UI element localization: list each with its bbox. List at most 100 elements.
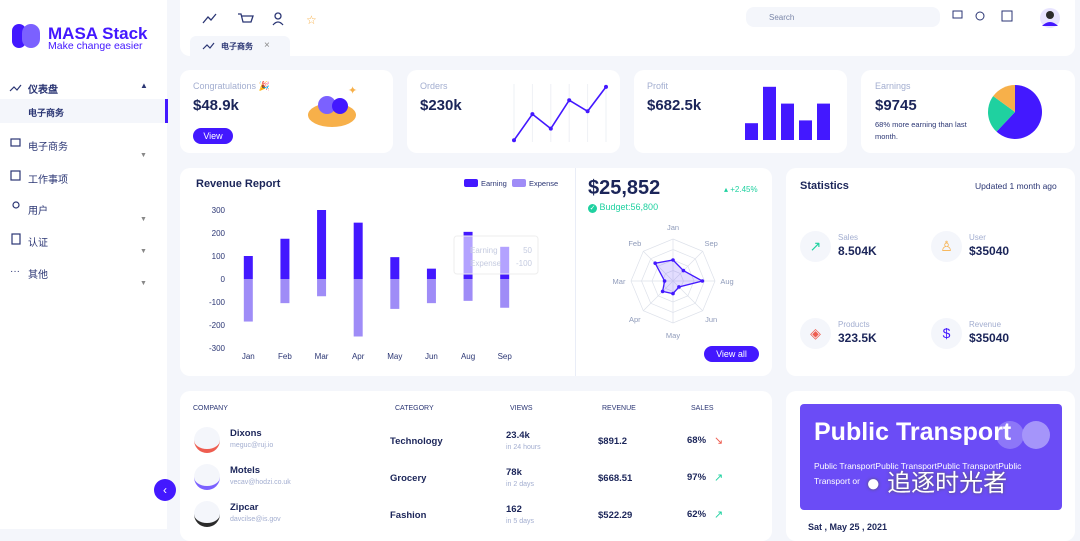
menu-item[interactable]: 工作事项 bbox=[28, 175, 68, 186]
search-placeholder: Search bbox=[769, 13, 795, 22]
logo-title: MASA Stack bbox=[48, 24, 148, 43]
category: Grocery bbox=[390, 473, 427, 484]
promo-title: Public Transport bbox=[814, 418, 1012, 446]
card-note: 68% more earning than last month. bbox=[875, 120, 967, 141]
change-value: +2.45% bbox=[730, 185, 758, 194]
table-header: COMPANY bbox=[193, 405, 228, 412]
stat-value: $35040 bbox=[969, 244, 1010, 258]
category: Fashion bbox=[390, 510, 427, 521]
view-all-button[interactable]: View all bbox=[704, 346, 759, 362]
updated: Updated 1 month ago bbox=[975, 181, 1057, 191]
sales: 62% bbox=[687, 509, 707, 520]
trend-icon: ↗ bbox=[714, 472, 724, 484]
watermark: ● 追逐时光者 bbox=[866, 470, 1008, 497]
tab-icon bbox=[202, 42, 215, 50]
stat-label: User bbox=[969, 233, 986, 242]
revenue: $668.51 bbox=[598, 473, 633, 484]
stat-value: $35040 bbox=[969, 331, 1010, 345]
card-value: $682.5k bbox=[647, 97, 702, 114]
search-box[interactable] bbox=[746, 7, 940, 27]
trend-icon: ↘ bbox=[714, 435, 724, 447]
logo-subtitle: Make change easier bbox=[48, 40, 143, 52]
promo-text: Public TransportPublic TransportPublic T… bbox=[814, 461, 1022, 486]
table-header: VIEWS bbox=[510, 405, 533, 412]
watermark-text: 追逐时光者 bbox=[887, 470, 1008, 497]
card-title: Orders bbox=[420, 81, 448, 91]
menu-item[interactable]: 仪表盘 bbox=[28, 85, 58, 96]
avatar bbox=[194, 501, 220, 527]
change: ▴ +2.45% bbox=[724, 185, 758, 194]
views: 162 bbox=[506, 504, 522, 515]
table-header: REVENUE bbox=[602, 405, 636, 412]
budget-line: ✓ Budget:56,800 bbox=[588, 202, 659, 213]
views: 23.4k bbox=[506, 430, 530, 441]
avatar bbox=[194, 427, 220, 453]
stat-label: Sales bbox=[838, 233, 859, 242]
stat-icon: ◈ bbox=[800, 318, 831, 349]
stat-value: 323.5K bbox=[838, 331, 877, 345]
logo-icon bbox=[12, 24, 40, 48]
table-header: SALES bbox=[691, 405, 714, 412]
card-title: Statistics bbox=[800, 180, 849, 192]
card-title: Revenue Report bbox=[196, 178, 281, 190]
stat-value: 8.504K bbox=[838, 244, 877, 258]
stat-label: Revenue bbox=[969, 320, 1002, 329]
sales: 68% bbox=[687, 435, 707, 446]
stat-label: Products bbox=[838, 320, 870, 329]
category: Technology bbox=[390, 436, 443, 447]
promo-date: Sat , May 25 , 2021 bbox=[808, 522, 888, 532]
right-icons[interactable] bbox=[950, 8, 1070, 32]
carets: ▼ ▼ ▼ ▼ bbox=[140, 152, 147, 287]
svg-text:✦: ✦ bbox=[348, 85, 357, 97]
card-title: Earnings bbox=[875, 81, 911, 91]
budget-text: Budget:56,800 bbox=[599, 202, 659, 212]
card-value: $48.9k bbox=[193, 97, 239, 114]
period: in 24 hours bbox=[506, 444, 541, 451]
table-header: CATEGORY bbox=[395, 405, 434, 412]
stat-icon: $ bbox=[931, 318, 962, 349]
caret: ▲ bbox=[140, 81, 148, 90]
card-title: Congratulations 🎉 bbox=[193, 81, 270, 91]
company-email: davcilse@is.gov bbox=[230, 516, 281, 523]
menu-item[interactable]: 其他 bbox=[28, 270, 48, 281]
period: in 5 days bbox=[506, 518, 535, 525]
avatar bbox=[194, 464, 220, 490]
tab[interactable] bbox=[190, 36, 290, 56]
revenue-card bbox=[180, 168, 772, 376]
collapse-button[interactable]: ‹ bbox=[154, 479, 176, 501]
menu-subitem[interactable]: 电子商务 bbox=[28, 108, 65, 118]
stat-icon: ↗ bbox=[800, 231, 831, 262]
views: 78k bbox=[506, 467, 522, 478]
period: in 2 days bbox=[506, 481, 535, 488]
card-value: $230k bbox=[420, 97, 462, 114]
promo-banner bbox=[800, 404, 1062, 510]
tab-label[interactable]: 电子商务 bbox=[221, 42, 253, 51]
statistics-card bbox=[786, 168, 1075, 376]
toolbar-icons[interactable]: ☆ bbox=[200, 10, 320, 28]
table-card bbox=[180, 391, 772, 541]
divider bbox=[575, 168, 576, 376]
menu-item[interactable]: 用户 bbox=[28, 206, 48, 217]
svg-text:···: ··· bbox=[10, 266, 20, 277]
illustration: ✦ bbox=[308, 85, 357, 127]
card-title: Profit bbox=[647, 81, 669, 91]
menu-item[interactable]: 电子商务 bbox=[28, 142, 68, 153]
active-item[interactable] bbox=[0, 99, 168, 123]
stat-icon: ♙ bbox=[931, 231, 962, 262]
menu-item[interactable]: 认证 bbox=[28, 238, 48, 249]
card-value: $9745 bbox=[875, 97, 917, 114]
company-email: meguc@ruj.io bbox=[230, 442, 274, 449]
sidebar: MASA Stack Make change easier 仪表盘 ▲ 电子商务… bbox=[0, 0, 168, 529]
revenue: $522.29 bbox=[598, 510, 633, 521]
sales: 97% bbox=[687, 472, 707, 483]
trend-icon: ↗ bbox=[714, 509, 724, 521]
promo-circles bbox=[996, 421, 1050, 449]
budget-value: $25,852 bbox=[588, 177, 661, 199]
topbar bbox=[180, 0, 1075, 56]
company-name: Zipcar bbox=[230, 502, 259, 513]
view-button[interactable]: View bbox=[193, 128, 233, 144]
svg-text:☆: ☆ bbox=[306, 13, 317, 27]
tab-close[interactable]: × bbox=[264, 40, 270, 51]
company-email: vecav@hodzi.co.uk bbox=[230, 479, 291, 486]
